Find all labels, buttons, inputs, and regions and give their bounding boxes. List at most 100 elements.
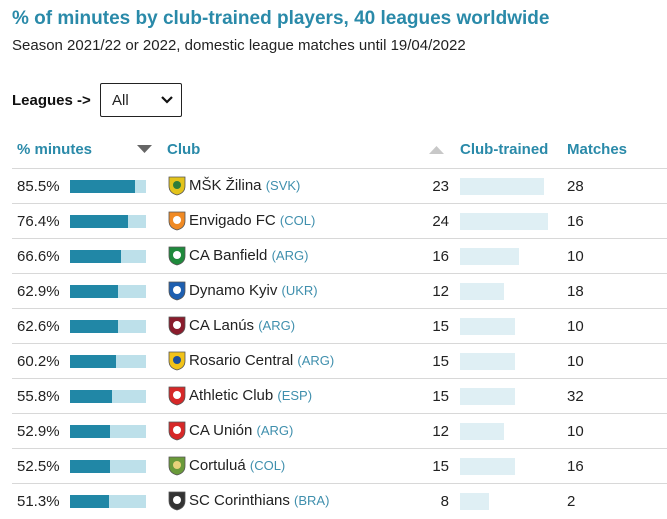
union-crest-icon	[168, 421, 186, 441]
matches-value: 16	[567, 458, 584, 475]
table-row[interactable]: 51.3% SC Corinthians (BRA) 8 2	[12, 483, 667, 519]
pct-minutes-bar	[70, 355, 116, 368]
club-name[interactable]: Athletic Club (ESP)	[189, 387, 313, 404]
leagues-select-value: All	[112, 92, 129, 109]
pct-minutes-value: 62.6%	[17, 318, 60, 335]
club-country: (BRA)	[294, 493, 330, 508]
pct-minutes-bar	[70, 390, 113, 403]
column-header-club-trained[interactable]: Club-trained	[460, 141, 549, 158]
club-name[interactable]: CA Banfield (ARG)	[189, 247, 309, 264]
table-row[interactable]: 76.4% Envigado FC (COL) 24 16	[12, 203, 667, 239]
banfield-crest-icon	[168, 246, 186, 266]
matches-value: 10	[567, 248, 584, 265]
club-country: (SVK)	[265, 178, 301, 193]
table-row[interactable]: 52.5% Cortuluá (COL) 15 16	[12, 448, 667, 484]
pct-minutes-bar-track	[70, 390, 146, 403]
sort-desc-icon[interactable]	[137, 145, 152, 154]
zilina-crest-icon	[168, 176, 186, 196]
club-country: (COL)	[249, 458, 286, 473]
pct-minutes-value: 52.5%	[17, 458, 60, 475]
club-trained-value: 16	[432, 248, 449, 265]
rosario-central-crest-icon	[168, 351, 186, 371]
club-trained-value: 12	[432, 283, 449, 300]
club-trained-bar	[460, 493, 490, 510]
pct-minutes-bar	[70, 180, 135, 193]
club-trained-bar	[460, 248, 519, 265]
club-trained-value: 12	[432, 423, 449, 440]
table-row[interactable]: 60.2% Rosario Central (ARG) 15 10	[12, 343, 667, 379]
column-header-pct-minutes[interactable]: % minutes	[17, 141, 93, 158]
lanus-crest-icon	[168, 316, 186, 336]
club-trained-bar	[460, 318, 515, 335]
dynamo-kyiv-crest-icon	[168, 281, 186, 301]
pct-minutes-bar	[70, 425, 111, 438]
pct-minutes-value: 60.2%	[17, 353, 60, 370]
club-name[interactable]: SC Corinthians (BRA)	[189, 492, 330, 509]
club-name[interactable]: Cortuluá (COL)	[189, 457, 286, 474]
pct-minutes-value: 55.8%	[17, 388, 60, 405]
table-row[interactable]: 66.6% CA Banfield (ARG) 16 10	[12, 238, 667, 274]
envigado-crest-icon	[168, 211, 186, 231]
cortulua-crest-icon	[168, 456, 186, 476]
club-country: (UKR)	[281, 283, 318, 298]
page-subtitle: Season 2021/22 or 2022, domestic league …	[12, 37, 466, 54]
pct-minutes-value: 66.6%	[17, 248, 60, 265]
club-trained-value: 15	[432, 458, 449, 475]
table-row[interactable]: 62.9% Dynamo Kyiv (UKR) 12 18	[12, 273, 667, 309]
pct-minutes-bar	[70, 320, 118, 333]
pct-minutes-bar-track	[70, 180, 146, 193]
club-name[interactable]: Envigado FC (COL)	[189, 212, 316, 229]
sort-asc-icon[interactable]	[429, 146, 444, 155]
club-trained-value: 23	[432, 178, 449, 195]
matches-value: 10	[567, 318, 584, 335]
pct-minutes-bar-track	[70, 285, 146, 298]
club-trained-value: 8	[440, 493, 449, 510]
column-header-matches[interactable]: Matches	[567, 141, 628, 158]
pct-minutes-bar	[70, 460, 110, 473]
matches-value: 16	[567, 213, 584, 230]
club-name[interactable]: Dynamo Kyiv (UKR)	[189, 282, 318, 299]
pct-minutes-bar-track	[70, 460, 146, 473]
pct-minutes-bar	[70, 250, 121, 263]
club-trained-value: 15	[432, 353, 449, 370]
matches-value: 28	[567, 178, 584, 195]
club-name[interactable]: MŠK Žilina (SVK)	[189, 177, 301, 194]
club-country: (ARG)	[256, 423, 294, 438]
pct-minutes-value: 62.9%	[17, 283, 60, 300]
pct-minutes-bar	[70, 215, 129, 228]
club-trained-bar	[460, 353, 515, 370]
pct-minutes-bar-track	[70, 215, 146, 228]
club-trained-value: 15	[432, 318, 449, 335]
club-name[interactable]: CA Lanús (ARG)	[189, 317, 296, 334]
club-name[interactable]: CA Unión (ARG)	[189, 422, 294, 439]
club-trained-bar	[460, 213, 548, 230]
pct-minutes-value: 76.4%	[17, 213, 60, 230]
club-trained-bar	[460, 178, 545, 195]
matches-value: 18	[567, 283, 584, 300]
club-country: (COL)	[279, 213, 316, 228]
pct-minutes-value: 52.9%	[17, 423, 60, 440]
club-trained-value: 15	[432, 388, 449, 405]
table-row[interactable]: 62.6% CA Lanús (ARG) 15 10	[12, 308, 667, 344]
matches-value: 32	[567, 388, 584, 405]
club-trained-bar	[460, 458, 515, 475]
table-row[interactable]: 55.8% Athletic Club (ESP) 15 32	[12, 378, 667, 414]
column-header-club[interactable]: Club	[167, 141, 201, 158]
table-row[interactable]: 52.9% CA Unión (ARG) 12 10	[12, 413, 667, 449]
club-trained-bar	[460, 388, 515, 405]
club-trained-bar	[460, 283, 504, 300]
page-title: % of minutes by club-trained players, 40…	[12, 8, 550, 29]
club-country: (ARG)	[271, 248, 309, 263]
pct-minutes-bar-track	[70, 425, 146, 438]
leagues-filter-label: Leagues ->	[12, 92, 91, 109]
leagues-select[interactable]: All	[100, 83, 182, 117]
club-country: (ARG)	[297, 353, 335, 368]
pct-minutes-bar-track	[70, 495, 146, 508]
table-row[interactable]: 85.5% MŠK Žilina (SVK) 23 28	[12, 168, 667, 204]
pct-minutes-bar-track	[70, 355, 146, 368]
pct-minutes-bar-track	[70, 320, 146, 333]
pct-minutes-value: 85.5%	[17, 178, 60, 195]
club-name[interactable]: Rosario Central (ARG)	[189, 352, 335, 369]
chevron-down-icon	[161, 96, 173, 104]
athletic-club-crest-icon	[168, 386, 186, 406]
